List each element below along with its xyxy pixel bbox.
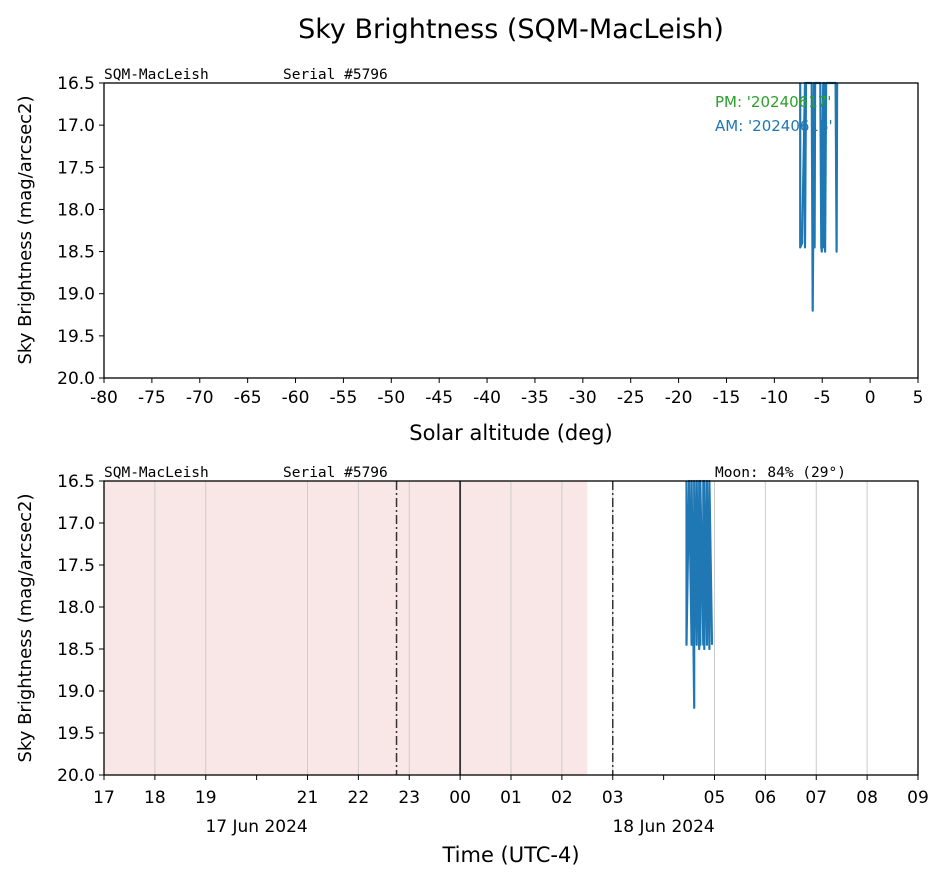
date-label: 18 Jun 2024 <box>612 817 714 837</box>
solar-altitude-panel: -80 -75 -70 -65 -60 -55 -50 -45 -40 -35 -30 -25 -20-… <box>15 67 923 445</box>
y-tick-label: 20.0 <box>57 766 95 786</box>
y-tick-label: 20.0 <box>57 369 95 389</box>
x-tick-label: 5 <box>913 388 924 408</box>
x-tick-label: 05 <box>704 788 726 808</box>
x-tick-label: -15 <box>713 388 741 408</box>
time-panel: 17 18 19 21 22 23 00 01 02 03 05 06 07 08 09 17 Jun 202… <box>15 465 929 867</box>
x-tick-label: -5 <box>814 388 831 408</box>
time-x-axis-label: Time (UTC-4) <box>441 843 579 867</box>
night-shading <box>104 481 588 775</box>
y-tick-label: 19.0 <box>57 285 95 305</box>
time-x-ticks: 17 18 19 21 22 23 00 01 02 03 05 06 07 08 09 17 Jun 202… <box>93 775 929 837</box>
y-tick-label: 18.0 <box>57 598 95 618</box>
x-tick-label: -45 <box>425 388 453 408</box>
panel2-header-station: SQM-MacLeish <box>104 465 209 481</box>
x-tick-label: -75 <box>138 388 166 408</box>
x-tick-label: -50 <box>377 388 405 408</box>
x-tick-label: 19 <box>195 788 217 808</box>
x-tick-label: 06 <box>755 788 777 808</box>
x-tick-label: 00 <box>449 788 471 808</box>
x-tick-label: 03 <box>602 788 624 808</box>
x-tick-label: -60 <box>282 388 310 408</box>
y-tick-label: 17.5 <box>57 158 95 178</box>
x-tick-label: -65 <box>234 388 262 408</box>
time-plot-background <box>104 481 868 775</box>
y-tick-label: 17.0 <box>57 514 95 534</box>
x-tick-label: -70 <box>186 388 214 408</box>
x-tick-label: 0 <box>865 388 876 408</box>
x-tick-label: -20 <box>665 388 693 408</box>
x-tick-label: 17 <box>93 788 115 808</box>
legend-pm-label: PM: '20240617' <box>715 93 831 111</box>
x-tick-label: 18 <box>144 788 166 808</box>
x-tick-label: -55 <box>330 388 358 408</box>
time-y-ticks: 16.5 17.0 17.5 18.0 18.5 19.0 19.5 20.0 <box>57 472 104 786</box>
panel2-header-serial: Serial #5796 <box>283 465 388 481</box>
x-tick-label: -25 <box>617 388 645 408</box>
x-tick-label: 01 <box>500 788 522 808</box>
y-tick-label: 19.5 <box>57 724 95 744</box>
x-tick-label: -80 <box>90 388 118 408</box>
y-tick-label: 18.5 <box>57 640 95 660</box>
panel1-header-serial: Serial #5796 <box>283 67 388 83</box>
y-tick-label: 19.5 <box>57 327 95 347</box>
y-tick-label: 16.5 <box>57 74 95 94</box>
x-tick-label: -35 <box>521 388 549 408</box>
time-y-axis-label: Sky Brightness (mag/arcsec2) <box>15 493 36 762</box>
y-tick-label: 16.5 <box>57 472 95 492</box>
date-label: 17 Jun 2024 <box>205 817 307 837</box>
moon-info: Moon: 84% (29°) <box>715 465 846 481</box>
solar-altitude-x-axis-label: Solar altitude (deg) <box>409 421 612 445</box>
y-tick-label: 18.5 <box>57 243 95 263</box>
series-line-time <box>685 479 714 709</box>
y-tick-label: 17.0 <box>57 116 95 136</box>
x-tick-label: 02 <box>551 788 573 808</box>
solar-altitude-x-ticks: -80 -75 -70 -65 -60 -55 -50 -45 -40 -35 -30 -25 -20-… <box>90 378 923 408</box>
x-tick-label: -10 <box>760 388 788 408</box>
y-tick-label: 19.0 <box>57 682 95 702</box>
y-tick-label: 18.0 <box>57 200 95 220</box>
x-tick-label: 21 <box>297 788 319 808</box>
time-plot-marks <box>685 479 714 709</box>
x-tick-label: 22 <box>348 788 370 808</box>
x-tick-label: -30 <box>569 388 597 408</box>
x-tick-label: -40 <box>473 388 501 408</box>
x-tick-label: 08 <box>856 788 878 808</box>
y-tick-label: 17.5 <box>57 556 95 576</box>
x-tick-label: 07 <box>805 788 827 808</box>
legend-am-label: AM: '20240618' <box>715 117 833 135</box>
x-tick-label: 23 <box>398 788 420 808</box>
solar-altitude-y-axis-label: Sky Brightness (mag/arcsec2) <box>15 95 36 364</box>
figure-title: Sky Brightness (SQM-MacLeish) <box>298 14 724 45</box>
x-tick-label: 09 <box>907 788 929 808</box>
solar-altitude-y-ticks: 16.5 17.0 17.5 18.0 18.5 19.0 19.5 20.0 <box>57 74 104 389</box>
solar-altitude-plot-frame <box>103 82 919 379</box>
panel1-header-station: SQM-MacLeish <box>104 67 209 83</box>
